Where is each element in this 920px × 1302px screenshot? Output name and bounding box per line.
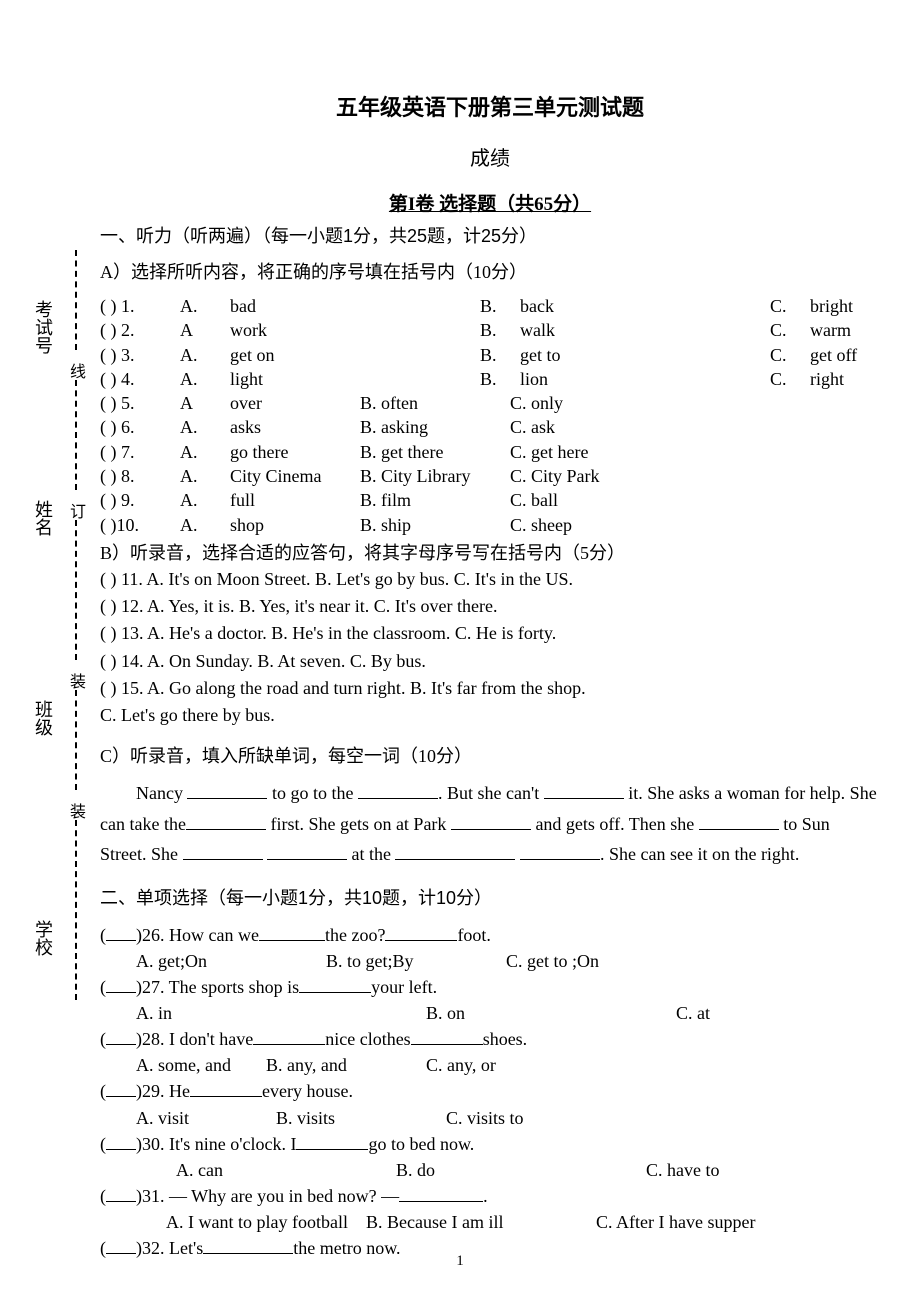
list-item: ( ) 8.A.City CinemaB. City LibraryC. Cit…: [100, 464, 880, 488]
mc-question: ()31. — Why are you in bed now? —.: [100, 1183, 880, 1209]
list-item: ( ) 13. A. He's a doctor. B. He's in the…: [100, 621, 880, 646]
binding-char-zhuang1: 装: [70, 668, 86, 692]
mc-options: A. I want to play footballB. Because I a…: [136, 1209, 880, 1235]
mc-question: ()27. The sports shop isyour left.: [100, 974, 880, 1000]
subsection-c: C）听录音，填入所缺单词，每空一词（10分）: [100, 742, 880, 768]
dash-seg-2: [75, 380, 77, 490]
mc-question: ()28. I don't havenice clothesshoes.: [100, 1026, 880, 1052]
dash-seg-4: [75, 690, 77, 790]
page-number: 1: [0, 1253, 920, 1270]
subsection-a: A）选择所听内容，将正确的序号填在括号内（10分）: [100, 258, 880, 284]
binding-label-examno: 考试号: [30, 300, 56, 354]
list-item: ( ) 9.A.fullB. filmC. ball: [100, 488, 880, 512]
list-item: ( ) 1.A.badB.backC.bright: [100, 294, 880, 318]
list-item: ( ) 4.A.lightB.lionC.right: [100, 367, 880, 391]
mc-options: A. some, andB. any, andC. any, or: [136, 1052, 880, 1078]
doc-title: 五年级英语下册第三单元测试题: [100, 90, 880, 122]
binding-label-class: 班级: [30, 700, 56, 736]
list-item: ( ) 11. A. It's on Moon Street. B. Let's…: [100, 567, 880, 592]
mc-question: ()29. Heevery house.: [100, 1078, 880, 1104]
section1-header: 一、听力（听两遍）（每一小题1分，共25题，计25分）: [100, 222, 880, 248]
list-item: ( ) 7.A.go thereB. get thereC. get here: [100, 440, 880, 464]
dash-seg-3: [75, 520, 77, 660]
binding-char-ding: 订: [70, 498, 86, 522]
dash-seg-5: [75, 820, 77, 1000]
mc-options: A. canB. doC. have to: [136, 1157, 880, 1183]
dash-seg-1: [75, 250, 77, 350]
binding-margin: 考试号 线 姓名 订 班级 装 装 学校: [20, 120, 80, 1120]
list-item: ( ) 3.A.get onB.get toC.get off: [100, 343, 880, 367]
binding-label-school: 学校: [30, 920, 56, 956]
list-item: C. Let's go there by bus.: [100, 703, 880, 728]
mc-options: A. visitB. visitsC. visits to: [136, 1105, 880, 1131]
section2-header: 二、单项选择（每一小题1分，共10题，计10分）: [100, 884, 880, 910]
list-item: ( ) 14. A. On Sunday. B. At seven. C. By…: [100, 649, 880, 674]
binding-char-line: 线: [70, 358, 86, 382]
part-header: 第I卷 选择题（共65分）: [100, 189, 880, 216]
doc-subtitle: 成绩: [100, 142, 880, 171]
mc-question: ()30. It's nine o'clock. Igo to bed now.: [100, 1131, 880, 1157]
list-item: ( ) 2.AworkB.walkC.warm: [100, 318, 880, 342]
list-item: ( ) 15. A. Go along the road and turn ri…: [100, 676, 880, 701]
list-item: ( ) 6.A.asksB. askingC. ask: [100, 415, 880, 439]
list-item: ( ) 5.AoverB. oftenC. only: [100, 391, 880, 415]
mc-options: A. get;OnB. to get;ByC. get to ;On: [136, 948, 880, 974]
content-area: 五年级英语下册第三单元测试题 成绩 第I卷 选择题（共65分） 一、听力（听两遍…: [100, 90, 880, 1261]
mc-question: ()26. How can wethe zoo?foot.: [100, 922, 880, 948]
binding-label-name: 姓名: [30, 500, 56, 536]
subsection-b: B）听录音，选择合适的应答句，将其字母序号写在括号内（5分）: [100, 539, 880, 565]
mc-options: A. inB. onC. at: [136, 1000, 880, 1026]
binding-char-zhuang2: 装: [70, 798, 86, 822]
list-item: ( ) 12. A. Yes, it is. B. Yes, it's near…: [100, 594, 880, 619]
fill-in-paragraph: Nancy to go to the . But she can't it. S…: [100, 778, 880, 870]
list-item: ( )10.A.shopB. shipC. sheep: [100, 513, 880, 537]
